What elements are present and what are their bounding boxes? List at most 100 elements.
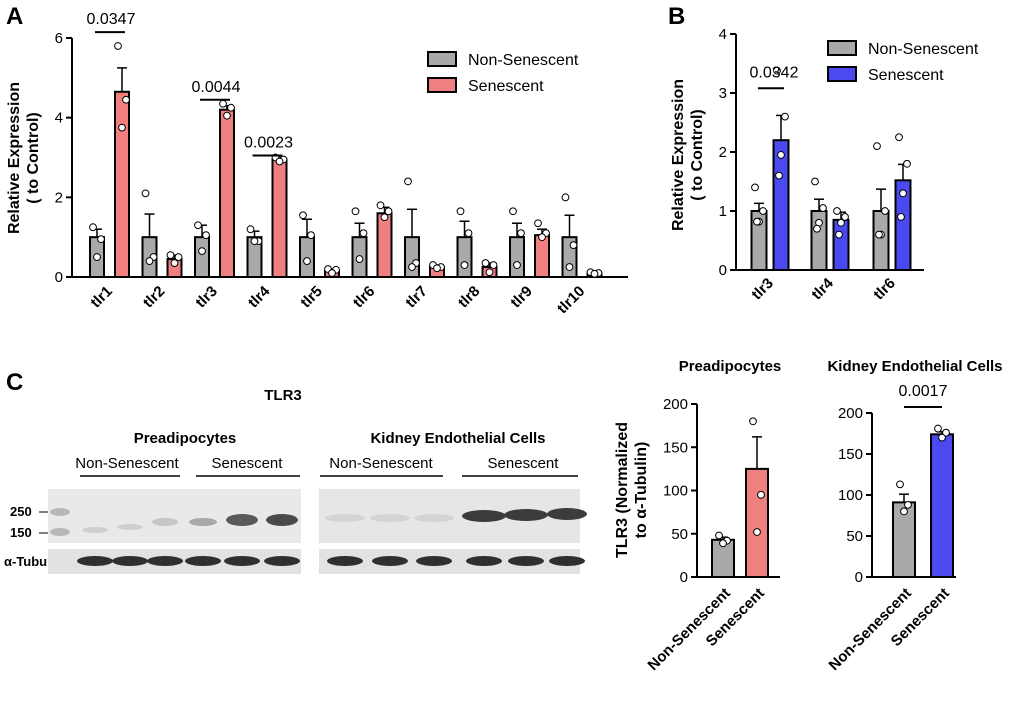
- x-tick-label: tlr5: [297, 283, 326, 312]
- y-axis-label: Relative Expression( to Control): [670, 79, 706, 231]
- blot-cond-kid-nonsen: Non-Senescent: [329, 455, 433, 472]
- y-tick-label: 0: [55, 269, 63, 286]
- data-point: [565, 263, 574, 271]
- data-point: [569, 241, 578, 250]
- chart-b: 0 1 2 3 4 Relative Expression( to Control) tlr…: [670, 26, 979, 303]
- y-tick-label: 6: [55, 30, 63, 47]
- ladder-band: [50, 508, 70, 516]
- data-point: [408, 263, 416, 271]
- data-point: [355, 255, 364, 263]
- data-point: [775, 171, 783, 180]
- tubulin-band: [185, 556, 221, 566]
- data-point: [757, 490, 765, 499]
- marker-150: 150: [10, 525, 32, 540]
- data-point: [538, 233, 546, 242]
- legend-label-senescent: Senescent: [868, 67, 944, 84]
- data-point: [202, 231, 210, 240]
- data-point: [456, 207, 465, 216]
- y-tick-label: 150: [838, 446, 863, 463]
- data-point: [561, 193, 570, 202]
- panel-letter-b: B: [668, 3, 685, 30]
- y-tick-label: 100: [838, 487, 863, 504]
- legend-swatch-senescent: [427, 77, 457, 93]
- data-point: [903, 159, 911, 168]
- data-point: [166, 251, 175, 259]
- x-tick-label: tlr1: [87, 283, 116, 312]
- data-point: [404, 177, 412, 186]
- data-point: [753, 217, 761, 226]
- bar: [534, 234, 550, 279]
- data-point: [433, 264, 441, 273]
- data-point: [938, 433, 946, 442]
- data-point: [753, 528, 761, 536]
- y-tick-label: 200: [663, 396, 688, 413]
- data-point: [897, 213, 905, 221]
- data-point: [896, 480, 904, 489]
- y-tick-label: 4: [55, 110, 63, 127]
- bar: [404, 236, 420, 279]
- bar: [872, 210, 890, 271]
- y-tick-label: 3: [719, 85, 727, 102]
- data-point: [174, 253, 183, 261]
- bar: [114, 90, 130, 279]
- data-point: [819, 204, 827, 212]
- bar: [219, 108, 235, 278]
- data-point: [485, 268, 494, 277]
- x-tick-label: tlr4: [808, 274, 837, 303]
- data-point: [89, 223, 97, 232]
- tubulin-band: [224, 556, 260, 566]
- bar: [772, 139, 790, 271]
- x-tick-label: tlr10: [554, 283, 588, 317]
- legend-label-senescent: Senescent: [468, 78, 544, 95]
- y-tick-label: 2: [719, 144, 727, 161]
- p-value: 0.0023: [244, 135, 293, 152]
- data-point: [773, 66, 781, 75]
- tubulin-band: [77, 556, 113, 566]
- tlr3-band: [325, 514, 365, 522]
- data-point: [777, 151, 785, 159]
- data-point: [759, 207, 767, 215]
- chart-title: Kidney Endothelial Cells: [827, 358, 1002, 375]
- loading-control-label: α-Tubulin: [4, 554, 62, 569]
- data-point: [275, 157, 284, 166]
- chart-c-preadipocytes: 0 50 100 150 200 Preadipocytes TLR3 (Normalize…: [614, 358, 781, 674]
- data-point: [194, 221, 202, 230]
- panel-letter-a: A: [6, 3, 23, 30]
- blot-title: TLR3: [264, 387, 302, 404]
- tlr3-band: [189, 518, 217, 526]
- chart-a: 0 2 4 6 Relative Expression( to Control) tlr1…: [6, 11, 628, 317]
- tubulin-band: [372, 556, 408, 566]
- panel-letter-c: C: [6, 369, 23, 396]
- data-point: [517, 229, 525, 238]
- blot-group-preadipocytes: Preadipocytes: [134, 430, 237, 447]
- x-tick-label: tlr3: [192, 283, 221, 312]
- data-point: [328, 269, 336, 277]
- data-point: [198, 247, 206, 256]
- x-tick-label: tlr3: [748, 275, 777, 304]
- tubulin-band: [416, 556, 452, 566]
- legend-swatch-nonsenescent: [827, 40, 857, 56]
- x-tick-label: tlr4: [245, 282, 274, 311]
- blot-membrane-preadipocytes: [48, 489, 301, 543]
- tlr3-band: [414, 514, 454, 522]
- data-point: [114, 42, 122, 50]
- x-tick-label: tlr6: [350, 283, 379, 312]
- p-value: 0.0342: [750, 64, 799, 81]
- data-point: [464, 229, 473, 238]
- data-point: [895, 133, 903, 142]
- y-tick-label: 1: [719, 203, 727, 220]
- y-axis-label: TLR3 (Normalized to α-Tubulin): [614, 422, 650, 558]
- data-point: [118, 123, 126, 132]
- tubulin-band: [508, 556, 544, 566]
- data-point: [934, 424, 942, 433]
- y-tick-label: 4: [719, 26, 727, 43]
- blot-cond-pre-nonsen: Non-Senescent: [75, 455, 179, 472]
- bar: [299, 236, 315, 279]
- data-point: [509, 207, 517, 216]
- data-point: [170, 259, 179, 267]
- tlr3-band: [547, 508, 587, 520]
- data-point: [489, 261, 498, 269]
- data-point: [250, 237, 259, 246]
- p-value: 0.0044: [192, 79, 241, 96]
